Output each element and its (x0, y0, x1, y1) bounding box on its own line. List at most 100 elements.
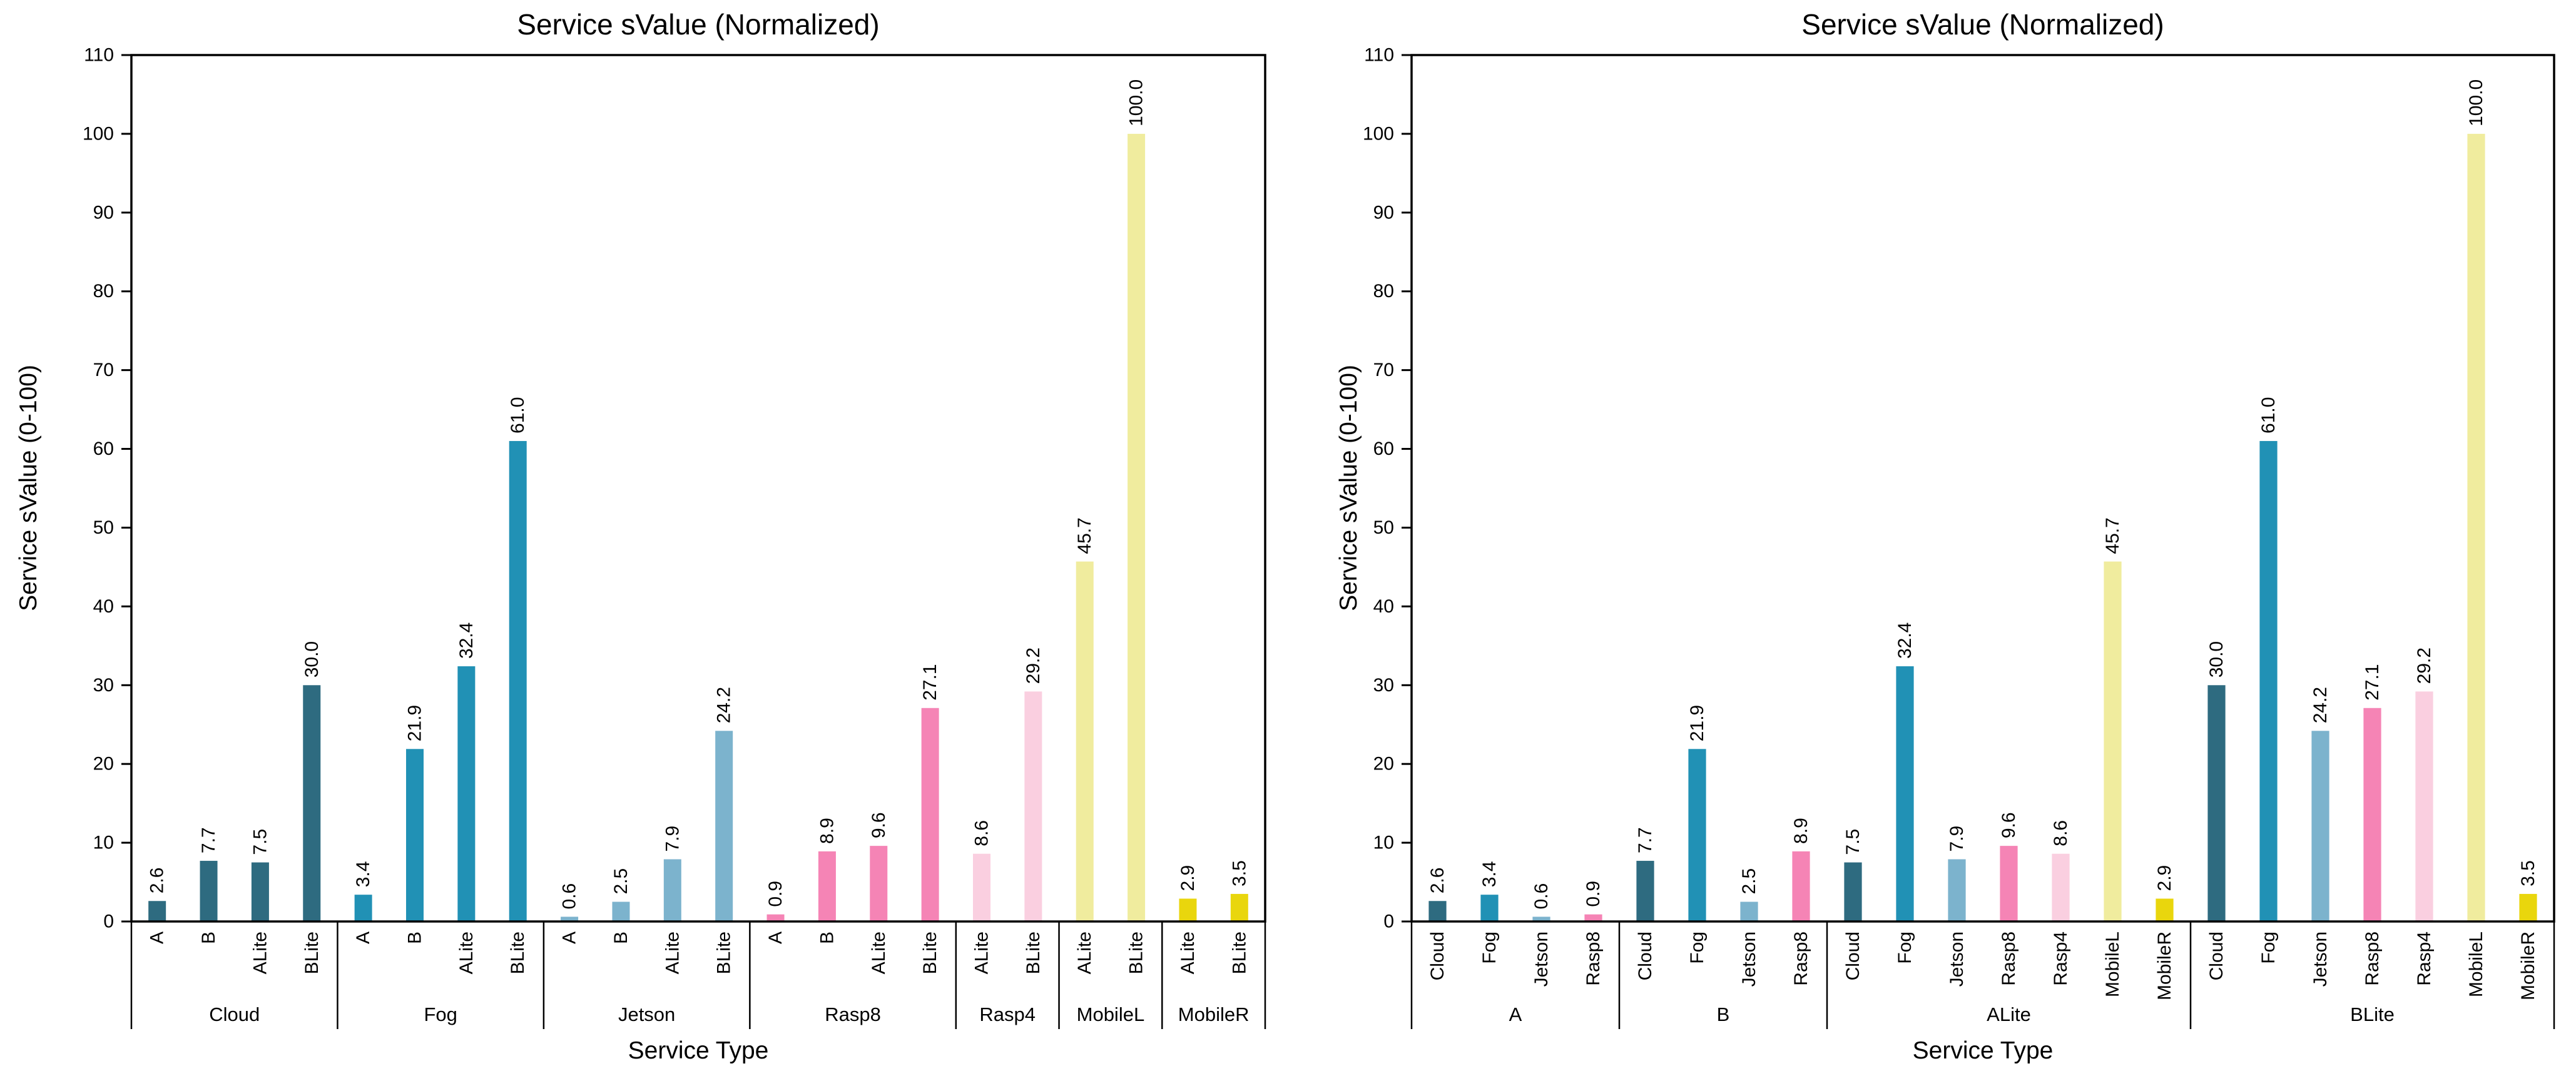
y-tick-label: 90 (1373, 202, 1394, 223)
x-tick-label: Cloud (1635, 931, 1656, 980)
bar-value-label: 24.2 (2310, 687, 2331, 723)
y-tick-label: 40 (1373, 596, 1394, 617)
bar-value-label: 3.4 (1479, 861, 1500, 887)
bar-BLite-Rasp8 (2363, 708, 2381, 921)
bar-Cloud-A (148, 901, 166, 921)
y-tick-label: 10 (1373, 833, 1394, 853)
x-tick-label: Cloud (1427, 931, 1448, 980)
bar-value-label: 7.5 (250, 829, 270, 855)
bar-value-label: 24.2 (714, 687, 735, 723)
group-label: Cloud (209, 1003, 260, 1025)
bar-Fog-BLite (509, 440, 527, 921)
x-tick-label: Jetson (1531, 931, 1552, 987)
y-tick-label: 60 (1373, 439, 1394, 459)
group-label: Rasp4 (979, 1003, 1036, 1025)
bar-Fog-A (354, 895, 372, 921)
group-label: Fog (424, 1003, 457, 1025)
bar-value-label: 2.9 (2154, 865, 2175, 891)
bar-Rasp8-B (818, 851, 836, 921)
chart-right-grouped-by-service: Service sValue (Normalized) Service sVal… (1288, 0, 2576, 1076)
y-tick-label: 50 (93, 517, 114, 538)
y-tick-label: 20 (93, 754, 114, 774)
bar-value-label: 30.0 (302, 641, 322, 678)
bar-value-label: 61.0 (2258, 397, 2279, 434)
x-tick-label: Fog (1687, 931, 1708, 964)
group-label: BLite (2350, 1003, 2395, 1025)
bar-value-label: 0.6 (559, 883, 580, 910)
x-tick-label: ALite (250, 931, 270, 974)
bar-ALite-MobileR (2156, 898, 2174, 921)
bar-Rasp4-BLite (1024, 691, 1042, 921)
bar-B-Cloud (1636, 861, 1654, 921)
plot-frame (1410, 54, 2555, 923)
bar-BLite-Rasp4 (2415, 691, 2433, 921)
x-tick-label: Cloud (2206, 931, 2227, 980)
bar-value-label: 2.5 (611, 868, 631, 895)
bar-Rasp8-A (766, 914, 785, 921)
x-tick-label: ALite (456, 931, 477, 974)
bar-value-label: 29.2 (1023, 647, 1044, 684)
x-tick-label: ALite (1074, 931, 1095, 974)
bar-Fog-B (405, 749, 424, 921)
bar-ALite-Rasp4 (2052, 853, 2070, 921)
bar-value-label: 2.6 (1427, 868, 1448, 894)
bar-value-label: 7.7 (198, 827, 219, 853)
bar-BLite-MobileR (2519, 893, 2537, 921)
x-tick-label: B (817, 931, 837, 944)
x-tick-label: A (765, 931, 786, 944)
bar-MobileL-ALite (1076, 561, 1094, 921)
bar-BLite-Fog (2259, 440, 2278, 921)
bar-BLite-Cloud (2207, 685, 2226, 921)
bar-MobileR-ALite (1179, 898, 1197, 921)
x-tick-label: Rasp8 (1998, 931, 2019, 986)
bar-value-label: 2.9 (1178, 865, 1198, 891)
bar-value-label: 3.5 (1229, 860, 1250, 886)
group-label: MobileR (1178, 1003, 1250, 1025)
bar-value-label: 8.6 (2050, 820, 2071, 846)
bar-A-Jetson (1532, 916, 1550, 921)
x-tick-label: ALite (1178, 931, 1198, 974)
chart-title: Service sValue (Normalized) (517, 8, 880, 41)
bar-value-label: 7.9 (662, 826, 683, 852)
x-tick-label: B (611, 931, 631, 944)
bar-value-label: 8.9 (817, 818, 837, 844)
bar-value-label: 61.0 (507, 397, 528, 434)
y-tick-label: 0 (1383, 911, 1394, 932)
y-tick-label: 100 (1363, 123, 1394, 144)
group-label: Rasp8 (825, 1003, 881, 1025)
y-tick-label: 110 (1364, 45, 1394, 66)
group-label: Jetson (618, 1003, 675, 1025)
bar-ALite-Cloud (1844, 862, 1862, 921)
bar-Cloud-ALite (251, 862, 269, 921)
bar-Jetson-B (612, 901, 630, 921)
y-tick-label: 10 (93, 833, 114, 853)
bar-value-label: 2.5 (1739, 868, 1759, 895)
x-tick-label: Fog (1895, 931, 1915, 964)
x-tick-label: Fog (1479, 931, 1500, 964)
bar-value-label: 21.9 (405, 705, 425, 741)
y-tick-label: 70 (1373, 360, 1394, 380)
x-axis-label: Service Type (1912, 1037, 2054, 1064)
x-tick-label: ALite (972, 931, 992, 974)
bar-value-label: 0.9 (765, 881, 786, 907)
bar-B-Jetson (1740, 901, 1758, 921)
y-tick-label: 70 (93, 360, 114, 380)
bar-value-label: 7.9 (1947, 826, 1967, 852)
x-tick-label: Rasp8 (2362, 931, 2383, 986)
bar-value-label: 45.7 (1074, 517, 1095, 554)
group-label: ALite (1987, 1003, 2031, 1025)
bar-MobileR-BLite (1230, 893, 1248, 921)
x-tick-label: MobileR (2518, 931, 2538, 1000)
x-tick-label: MobileL (2466, 931, 2487, 997)
bar-value-label: 3.4 (353, 861, 374, 887)
bar-BLite-MobileL (2467, 133, 2485, 922)
y-tick-label: 90 (93, 202, 114, 223)
bar-value-label: 32.4 (456, 622, 477, 659)
bar-value-label: 8.6 (972, 820, 992, 846)
x-tick-label: MobileL (2102, 931, 2123, 997)
x-tick-label: BLite (920, 931, 940, 974)
x-tick-label: Jetson (1947, 931, 1967, 987)
x-tick-label: A (147, 931, 168, 944)
y-tick-label: 50 (1373, 517, 1394, 538)
